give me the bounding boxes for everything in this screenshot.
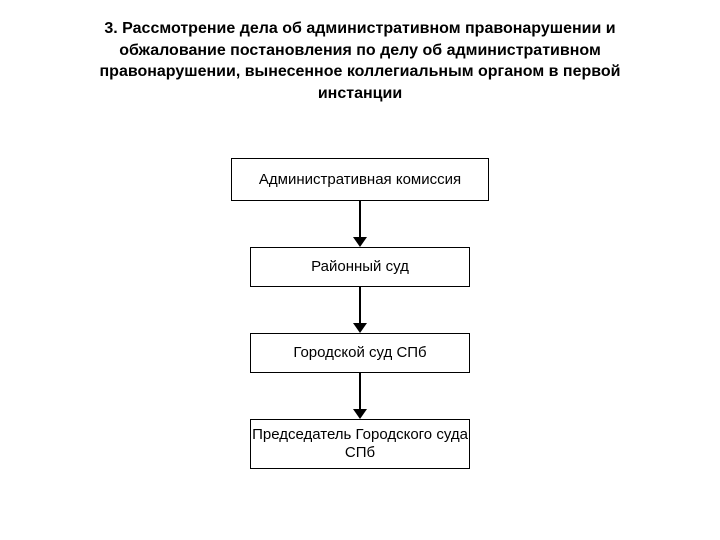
- flow-node-n2: Районный суд: [250, 247, 470, 287]
- arrow-shaft: [359, 287, 361, 323]
- flow-arrow-1: [353, 287, 367, 333]
- diagram-title: 3. Рассмотрение дела об административном…: [60, 18, 660, 104]
- flow-arrow-2: [353, 373, 367, 419]
- arrow-head-icon: [353, 409, 367, 419]
- flow-arrow-0: [353, 201, 367, 247]
- flow-node-label: Городской суд СПб: [293, 344, 426, 362]
- flow-node-label: Административная комиссия: [259, 171, 461, 189]
- arrow-shaft: [359, 373, 361, 409]
- arrow-shaft: [359, 201, 361, 237]
- flow-node-label: Районный суд: [311, 258, 409, 276]
- flow-node-n4: Председатель Городского суда СПб: [250, 419, 470, 469]
- arrow-head-icon: [353, 237, 367, 247]
- flow-node-n1: Административная комиссия: [231, 158, 489, 201]
- flow-node-n3: Городской суд СПб: [250, 333, 470, 373]
- flow-node-label: Председатель Городского суда СПб: [251, 426, 469, 462]
- arrow-head-icon: [353, 323, 367, 333]
- flowchart-container: Административная комиссия Районный суд Гор…: [0, 158, 720, 469]
